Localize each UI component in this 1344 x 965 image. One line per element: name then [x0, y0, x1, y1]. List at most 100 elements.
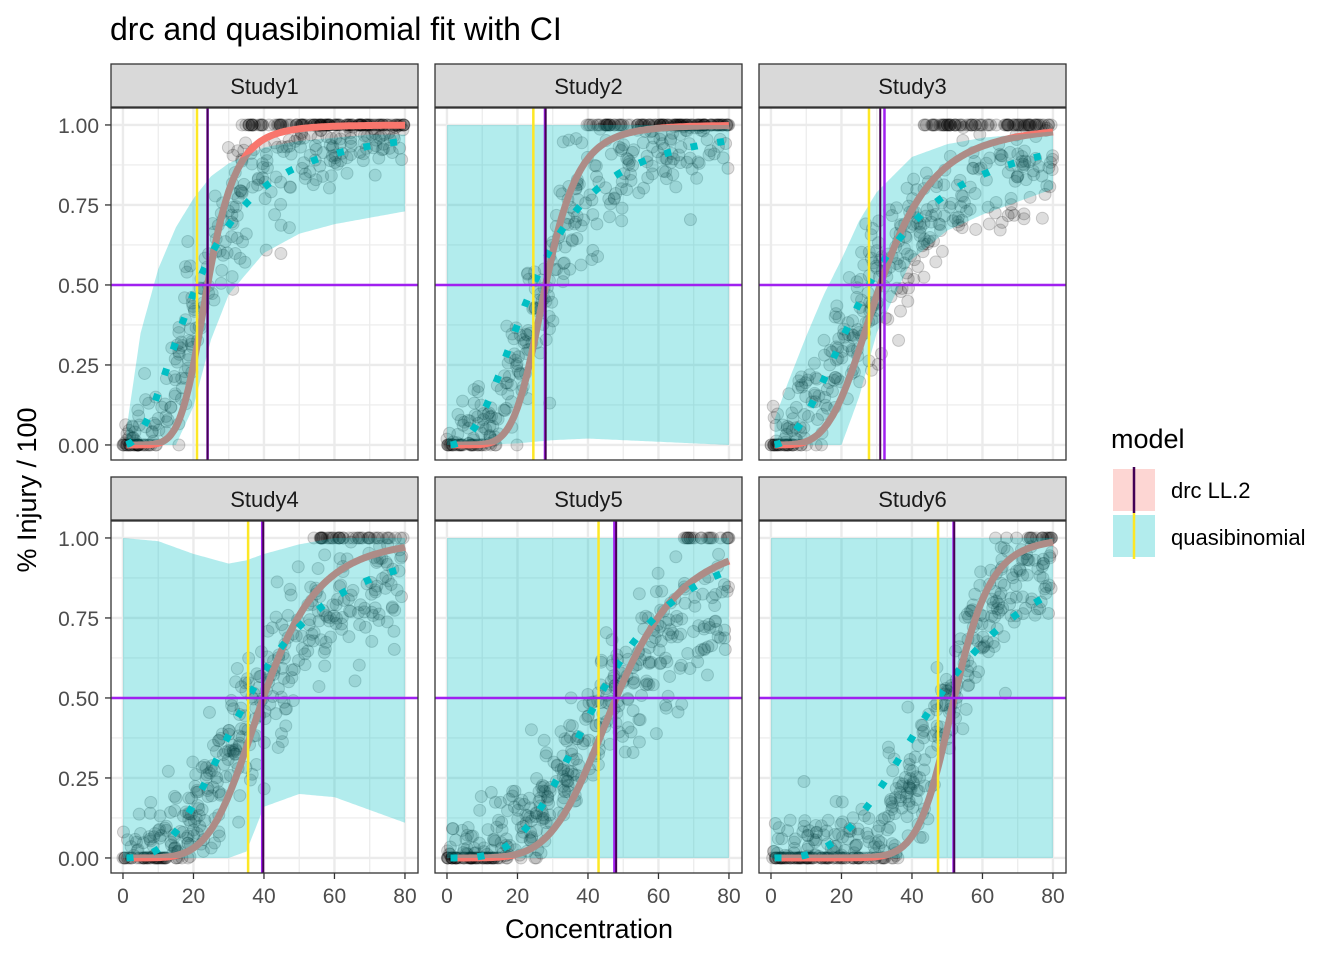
legend-item-drc[interactable]: drc LL.2 [1113, 467, 1251, 513]
data-point [934, 224, 948, 238]
data-point [396, 531, 410, 545]
data-point [904, 249, 918, 263]
data-point [376, 572, 390, 586]
data-point [899, 770, 913, 784]
data-point [681, 646, 695, 660]
data-point [297, 131, 311, 145]
data-point [1008, 174, 1022, 188]
data-point [932, 217, 946, 231]
data-point [968, 154, 982, 168]
legend-item-quasibinomial[interactable]: quasibinomial [1113, 513, 1306, 559]
x-tick-label: 60 [323, 885, 346, 908]
data-point [385, 601, 399, 615]
data-point [501, 387, 515, 401]
data-point [988, 610, 1002, 624]
data-point [265, 621, 279, 635]
data-point [378, 581, 392, 595]
data-point [825, 384, 839, 398]
data-point [716, 151, 730, 165]
data-point [885, 208, 899, 222]
data-point [1024, 118, 1038, 132]
data-point [842, 271, 856, 285]
data-point [832, 827, 846, 841]
data-point [190, 785, 204, 799]
data-point [909, 792, 923, 806]
data-point [499, 376, 513, 390]
data-point [379, 569, 393, 583]
data-point [929, 255, 943, 269]
data-point [975, 118, 989, 132]
data-point [168, 373, 182, 387]
panel-study6: Study6 0 20 40 60 80 [758, 476, 1067, 908]
data-point [937, 118, 951, 132]
data-point [576, 699, 590, 713]
data-point [269, 610, 283, 624]
data-point [269, 707, 283, 721]
data-point [344, 605, 358, 619]
data-point [316, 531, 330, 545]
data-point [494, 382, 508, 396]
data-point [508, 784, 522, 798]
data-point [1045, 545, 1059, 559]
data-point [827, 373, 841, 387]
data-point [645, 140, 659, 154]
data-point [602, 118, 616, 132]
data-point [959, 702, 973, 716]
drc-fit-line [774, 538, 1054, 862]
data-point [798, 376, 812, 390]
data-point [621, 721, 635, 735]
data-point [916, 831, 930, 845]
data-point [650, 145, 664, 159]
data-point [1020, 568, 1034, 582]
data-point [322, 614, 336, 628]
data-point [591, 118, 605, 132]
data-point [660, 655, 674, 669]
strip-background [110, 476, 419, 521]
data-point [620, 183, 634, 197]
data-point [342, 604, 356, 618]
data-point [993, 147, 1007, 161]
data-point [902, 797, 916, 811]
data-point [789, 400, 803, 414]
panel-study3: Study3 [758, 63, 1067, 461]
data-point [797, 775, 811, 789]
data-point [329, 598, 343, 612]
data-point [1032, 159, 1046, 173]
data-point [1035, 559, 1049, 573]
data-point [913, 229, 927, 243]
data-point [180, 265, 194, 279]
data-point [379, 555, 393, 569]
x-tick-label: 20 [182, 885, 205, 908]
data-point [1033, 569, 1047, 583]
data-point [242, 118, 256, 132]
data-point [992, 606, 1006, 620]
data-point [557, 783, 571, 797]
data-point [892, 776, 906, 790]
data-point [817, 333, 831, 347]
data-point [380, 531, 394, 545]
data-point [997, 630, 1011, 644]
data-point [671, 705, 685, 719]
data-point [771, 832, 785, 846]
data-point [877, 811, 891, 825]
data-point [849, 838, 863, 852]
data-point [1000, 118, 1014, 132]
data-point [352, 531, 366, 545]
data-point [1039, 580, 1053, 594]
data-point [1043, 551, 1057, 565]
data-point [675, 612, 689, 626]
data-point [235, 185, 249, 199]
data-point [593, 118, 607, 132]
data-point [472, 836, 486, 850]
data-point [882, 746, 896, 760]
data-point [1022, 118, 1036, 132]
data-point [319, 635, 333, 649]
data-point [335, 617, 349, 631]
data-point [997, 541, 1011, 555]
data-point [810, 825, 824, 839]
data-point [1028, 553, 1042, 567]
data-point [124, 840, 138, 854]
data-point [914, 220, 928, 234]
data-point [599, 118, 613, 132]
data-point [612, 118, 626, 132]
